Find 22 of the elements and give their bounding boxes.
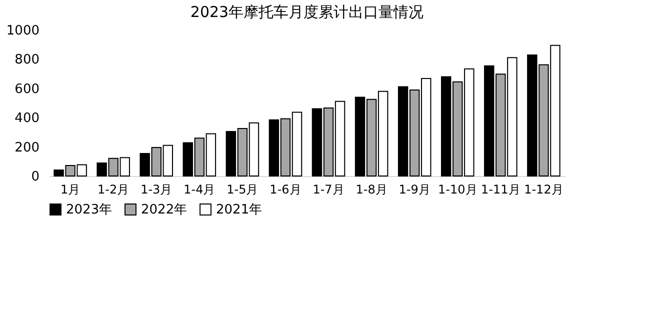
- x-tick-label: 1-12月: [524, 182, 564, 196]
- y-tick-label: 400: [14, 111, 40, 126]
- x-tick-label: 1-8月: [356, 182, 388, 196]
- x-tick-label: 1-9月: [398, 182, 430, 196]
- x-tick-label: 1-7月: [312, 182, 344, 196]
- x-tick-label: 1-5月: [226, 182, 258, 196]
- x-tick-label: 1月: [60, 182, 80, 196]
- x-tick-label: 1-11月: [481, 182, 520, 196]
- legend-label: 2021年: [216, 202, 262, 218]
- y-tick-label: 1000: [6, 24, 40, 38]
- x-tick-label: 1-3月: [140, 182, 172, 196]
- y-tick-label: 600: [14, 82, 40, 97]
- x-tick-label: 1-6月: [270, 182, 302, 196]
- x-tick-label: 1-4月: [184, 182, 216, 196]
- y-tick-label: 800: [14, 52, 40, 68]
- x-tick-label: 1-2月: [98, 182, 130, 196]
- x-tick-label: 1-10月: [438, 182, 478, 196]
- legend-label: 2022年: [141, 202, 188, 218]
- chart-title: 2023年摩托车月度累计出口量情况: [190, 3, 424, 21]
- legend-label: 2023年: [66, 202, 112, 218]
- y-tick-label: 200: [14, 140, 40, 156]
- y-tick-label: 0: [31, 170, 40, 184]
